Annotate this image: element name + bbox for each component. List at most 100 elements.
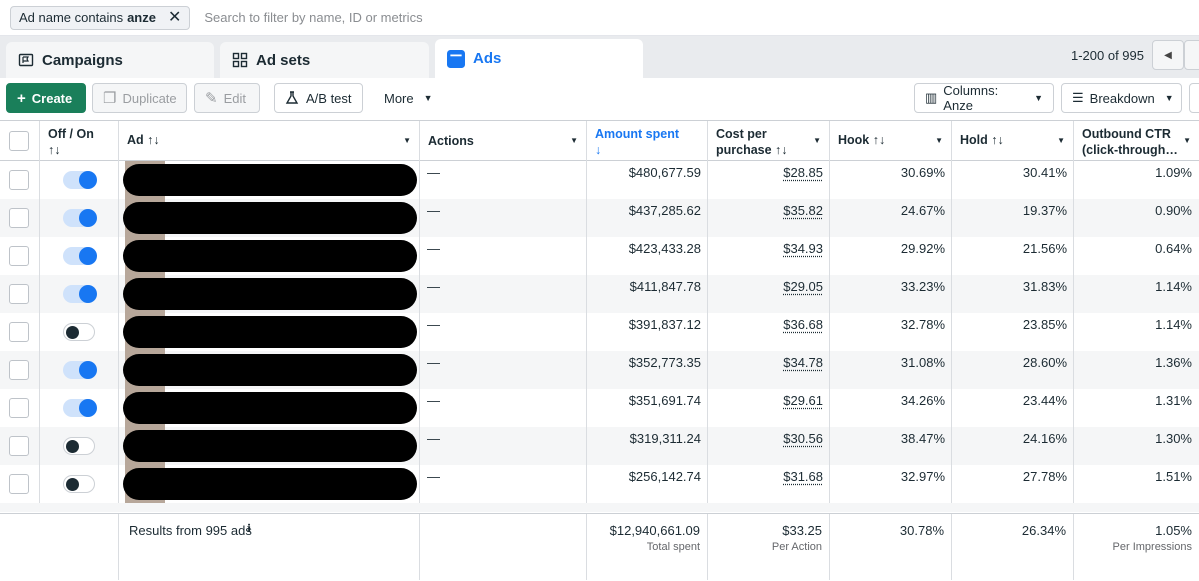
cost-per-purchase-value[interactable]: $34.78 xyxy=(783,355,823,370)
header-hook[interactable]: Hook ↑↓ ▼ xyxy=(830,121,952,161)
table-row[interactable]: — $437,285.62 $35.82 24.67% 19.37% 0.90% xyxy=(0,199,1199,237)
cost-per-purchase-value[interactable]: $35.82 xyxy=(783,203,823,218)
tab-ads[interactable]: Ads xyxy=(435,39,643,78)
row-checkbox[interactable] xyxy=(9,170,29,190)
column-divider xyxy=(39,313,40,351)
breakdown-label: Breakdown xyxy=(1089,90,1155,106)
table-row[interactable]: — $256,142.74 $31.68 32.97% 27.78% 1.51% xyxy=(0,465,1199,503)
redacted-ad-name[interactable] xyxy=(123,354,417,386)
table-row[interactable]: — $352,773.35 $34.78 31.08% 28.60% 1.36% xyxy=(0,351,1199,389)
tab-ad-sets[interactable]: Ad sets xyxy=(220,42,429,78)
duplicate-button[interactable]: ❐ Duplicate xyxy=(92,83,187,113)
row-checkbox[interactable] xyxy=(9,246,29,266)
cost-per-purchase-cell[interactable]: $36.68 xyxy=(708,313,830,351)
redacted-ad-name[interactable] xyxy=(123,278,417,310)
row-checkbox[interactable] xyxy=(9,398,29,418)
header-select-all[interactable] xyxy=(0,121,40,161)
row-checkbox[interactable] xyxy=(9,436,29,456)
columns-button[interactable]: ▥ Columns: Anze ▼ xyxy=(914,83,1054,113)
column-divider xyxy=(419,465,420,503)
cost-per-purchase-value[interactable]: $34.93 xyxy=(783,241,823,256)
info-icon[interactable]: ℹ xyxy=(247,523,252,535)
redacted-ad-name[interactable] xyxy=(123,240,417,272)
header-hold[interactable]: Hold ↑↓ ▼ xyxy=(952,121,1074,161)
redacted-ad-name[interactable] xyxy=(123,392,417,424)
ad-status-toggle[interactable] xyxy=(63,437,95,455)
cost-per-purchase-value[interactable]: $28.85 xyxy=(783,165,823,180)
toggle-cell xyxy=(40,237,119,275)
column-divider xyxy=(829,275,830,313)
row-checkbox[interactable] xyxy=(9,284,29,304)
select-all-checkbox[interactable] xyxy=(9,131,29,151)
header-outbound-ctr[interactable]: Outbound CTR (click-through… ▼ xyxy=(1074,121,1199,161)
prev-page-button[interactable]: ◀ xyxy=(1152,40,1184,70)
ad-status-toggle[interactable] xyxy=(63,171,97,189)
header-amount-spent[interactable]: Amount spent ↓ xyxy=(587,121,708,161)
summary-blank xyxy=(0,514,119,580)
header-off-on[interactable]: Off / On ↑↓ xyxy=(40,121,119,161)
ad-status-toggle[interactable] xyxy=(63,323,95,341)
cost-per-purchase-cell[interactable]: $35.82 xyxy=(708,199,830,237)
create-button[interactable]: + Create xyxy=(6,83,86,113)
table-row[interactable]: — $351,691.74 $29.61 34.26% 23.44% 1.31% xyxy=(0,389,1199,427)
chevron-down-icon[interactable]: ▼ xyxy=(1183,136,1191,145)
row-checkbox[interactable] xyxy=(9,322,29,342)
more-button[interactable]: More ▼ xyxy=(374,83,444,113)
redacted-ad-name[interactable] xyxy=(123,430,417,462)
chevron-down-icon[interactable]: ▼ xyxy=(1057,136,1065,145)
row-checkbox[interactable] xyxy=(9,474,29,494)
ad-status-toggle[interactable] xyxy=(63,285,97,303)
row-select-cell xyxy=(0,389,40,427)
chevron-down-icon[interactable]: ▼ xyxy=(813,136,821,145)
cost-per-purchase-value[interactable]: $30.56 xyxy=(783,431,823,446)
search-input[interactable]: Search to filter by name, ID or metrics xyxy=(204,10,423,25)
table-row[interactable]: — $480,677.59 $28.85 30.69% 30.41% 1.09% xyxy=(0,161,1199,199)
ad-status-toggle[interactable] xyxy=(63,209,97,227)
cost-per-purchase-cell[interactable]: $34.78 xyxy=(708,351,830,389)
cost-per-purchase-value[interactable]: $29.61 xyxy=(783,393,823,408)
row-checkbox[interactable] xyxy=(9,360,29,380)
redacted-ad-name[interactable] xyxy=(123,202,417,234)
cost-per-purchase-cell[interactable]: $30.56 xyxy=(708,427,830,465)
cost-per-purchase-cell[interactable]: $28.85 xyxy=(708,161,830,199)
table-row[interactable]: — $423,433.28 $34.93 29.92% 21.56% 0.64% xyxy=(0,237,1199,275)
ad-status-toggle[interactable] xyxy=(63,475,95,493)
amount-spent-cell: $352,773.35 xyxy=(628,355,701,370)
cost-per-purchase-cell[interactable]: $29.61 xyxy=(708,389,830,427)
redacted-ad-name[interactable] xyxy=(123,316,417,348)
cost-per-purchase-value[interactable]: $36.68 xyxy=(783,317,823,332)
table-row[interactable]: — $411,847.78 $29.05 33.23% 31.83% 1.14% xyxy=(0,275,1199,313)
close-icon[interactable]: ✕ xyxy=(167,8,182,26)
next-page-button[interactable] xyxy=(1184,40,1199,70)
header-actions[interactable]: Actions ▼ xyxy=(420,121,587,161)
cost-per-purchase-cell[interactable]: $31.68 xyxy=(708,465,830,503)
cost-per-purchase-value[interactable]: $29.05 xyxy=(783,279,823,294)
ad-status-toggle[interactable] xyxy=(63,361,97,379)
ab-test-button[interactable]: A/B test xyxy=(274,83,363,113)
ad-status-toggle[interactable] xyxy=(63,399,97,417)
cost-per-purchase-cell[interactable]: $34.93 xyxy=(708,237,830,275)
tab-campaigns[interactable]: Campaigns xyxy=(6,42,214,78)
cost-per-purchase-cell[interactable]: $29.05 xyxy=(708,275,830,313)
header-ad[interactable]: Ad ↑↓ ▼ xyxy=(119,121,420,161)
redacted-ad-name[interactable] xyxy=(123,164,417,196)
actions-cell: — xyxy=(427,165,440,180)
filter-chip[interactable]: Ad name contains anze ✕ xyxy=(10,5,191,30)
cost-per-purchase-value[interactable]: $31.68 xyxy=(783,469,823,484)
outbound-ctr-cell: 1.14% xyxy=(1155,279,1192,294)
table-row[interactable]: — $391,837.12 $36.68 32.78% 23.85% 1.14% xyxy=(0,313,1199,351)
column-divider xyxy=(951,465,952,503)
column-divider xyxy=(951,275,952,313)
table-row[interactable]: — $319,311.24 $30.56 38.47% 24.16% 1.30% xyxy=(0,427,1199,465)
edit-button[interactable]: ✎ Edit xyxy=(194,83,260,113)
sort-icon: ↑↓ xyxy=(48,143,61,157)
chevron-down-icon[interactable]: ▼ xyxy=(403,136,411,145)
redacted-ad-name[interactable] xyxy=(123,468,417,500)
chevron-down-icon[interactable]: ▼ xyxy=(570,136,578,145)
chevron-down-icon[interactable]: ▼ xyxy=(935,136,943,145)
header-cost-per-purchase[interactable]: Cost per purchase ↑↓ ▼ xyxy=(708,121,830,161)
more-options-button[interactable] xyxy=(1189,83,1199,113)
ad-status-toggle[interactable] xyxy=(63,247,97,265)
breakdown-button[interactable]: ☰ Breakdown ▼ xyxy=(1061,83,1182,113)
row-checkbox[interactable] xyxy=(9,208,29,228)
